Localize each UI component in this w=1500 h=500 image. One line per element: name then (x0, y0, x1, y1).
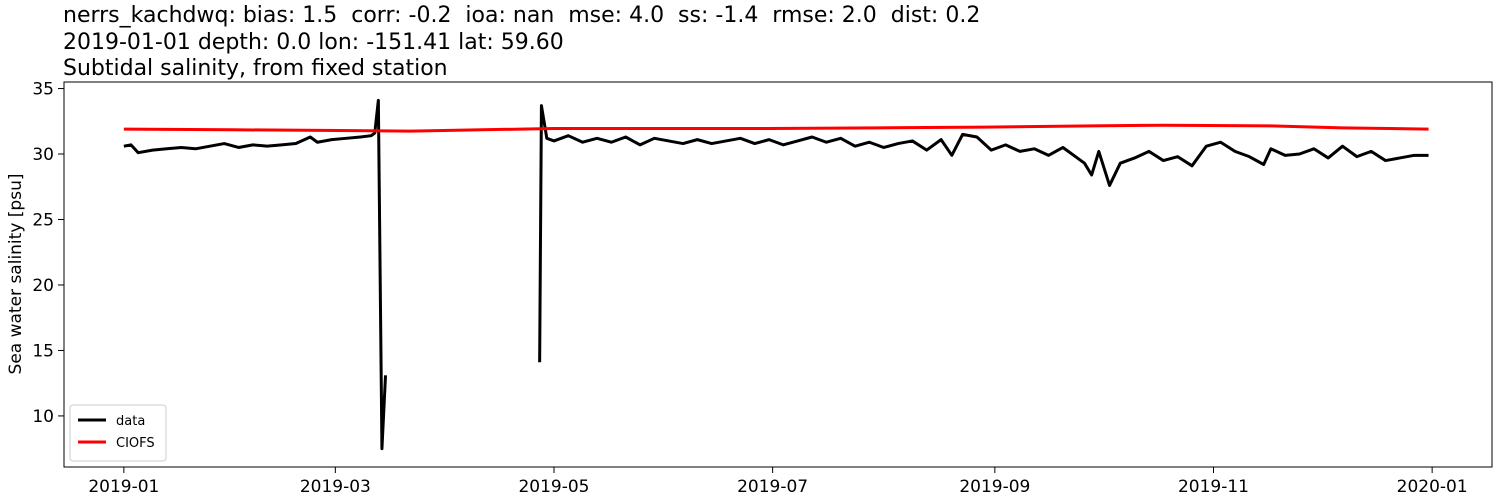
x-tick-label: 2019-03 (300, 477, 371, 497)
y-tick-label: 25 (32, 211, 54, 231)
chart-subtitle: 2019-01-01 depth: 0.0 lon: -151.41 lat: … (63, 30, 564, 55)
legend-label: CIOFS (116, 436, 155, 451)
y-tick-label: 35 (32, 80, 54, 100)
x-tick-label: 2019-11 (1178, 477, 1249, 497)
x-tick-label: 2019-07 (737, 477, 808, 497)
chart-subtitle: Subtidal salinity, from fixed station (63, 56, 448, 81)
series-line (123, 98, 1429, 451)
x-tick-label: 2019-09 (959, 477, 1030, 497)
chart-title: nerrs_kachdwq: bias: 1.5 corr: -0.2 ioa:… (63, 3, 980, 28)
x-tick-label: 2020-01 (1397, 477, 1468, 497)
y-tick-label: 20 (32, 276, 54, 296)
y-tick-label: 30 (32, 145, 54, 165)
y-axis-label: Sea water salinity [psu] (6, 174, 26, 375)
y-tick-label: 15 (32, 341, 54, 361)
series-line (123, 123, 1429, 133)
x-tick-label: 2019-05 (518, 477, 589, 497)
plot-frame (63, 81, 1493, 468)
x-tick-label: 2019-01 (88, 477, 159, 497)
y-tick-label: 10 (32, 407, 54, 427)
legend-label: data (116, 414, 145, 429)
